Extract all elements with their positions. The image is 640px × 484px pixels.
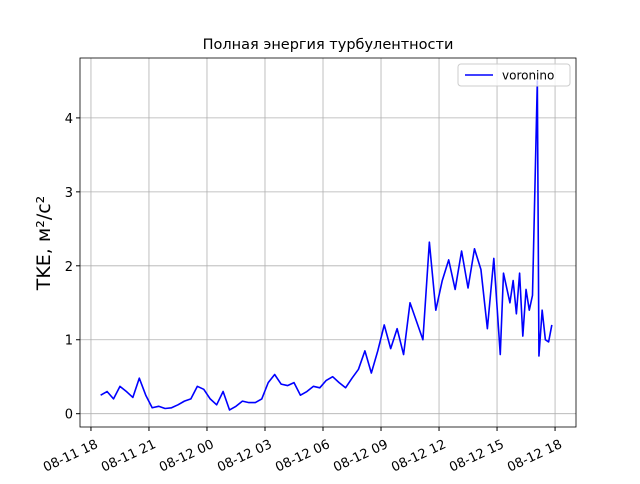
- x-tick-label: 08-11 18: [41, 437, 100, 475]
- y-tick-label: 2: [65, 260, 73, 275]
- y-axis-label: TKE, м²/с²: [33, 196, 55, 292]
- x-tick-label: 08-12 18: [505, 437, 564, 475]
- x-tick-label: 08-12 06: [273, 437, 332, 475]
- y-tick-label: 0: [65, 408, 73, 423]
- x-tick-label: 08-12 00: [157, 437, 216, 475]
- chart-title: Полная энергия турбулентности: [203, 37, 454, 53]
- legend: voronino: [457, 63, 571, 87]
- legend-label: voronino: [502, 69, 554, 83]
- data-line: [100, 80, 553, 411]
- x-tick-label: 08-12 12: [389, 437, 448, 475]
- legend-box: [457, 63, 571, 87]
- x-tick-label: 08-12 03: [215, 437, 274, 475]
- y-tick-label: 4: [65, 112, 73, 127]
- x-tick-label: 08-11 21: [99, 437, 158, 475]
- x-tick-label: 08-12 09: [331, 437, 390, 475]
- plot-frame: [79, 57, 577, 428]
- x-tick-label: 08-12 15: [447, 437, 506, 475]
- y-tick-label: 1: [65, 334, 73, 349]
- y-tick-label: 3: [65, 186, 73, 201]
